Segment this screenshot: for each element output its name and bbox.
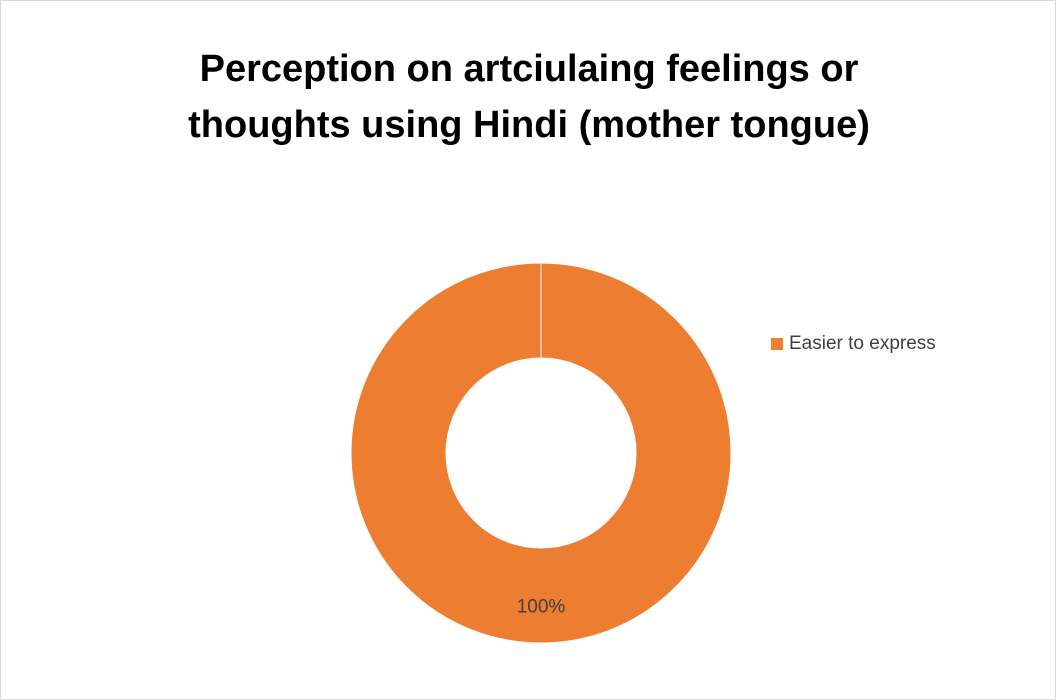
- data-label: 100%: [517, 597, 566, 618]
- donut-slice: [350, 262, 732, 644]
- legend-swatch: [771, 338, 783, 350]
- legend-label: Easier to express: [789, 333, 936, 354]
- chart-title: Perception on artciulaing feelings or th…: [188, 48, 870, 146]
